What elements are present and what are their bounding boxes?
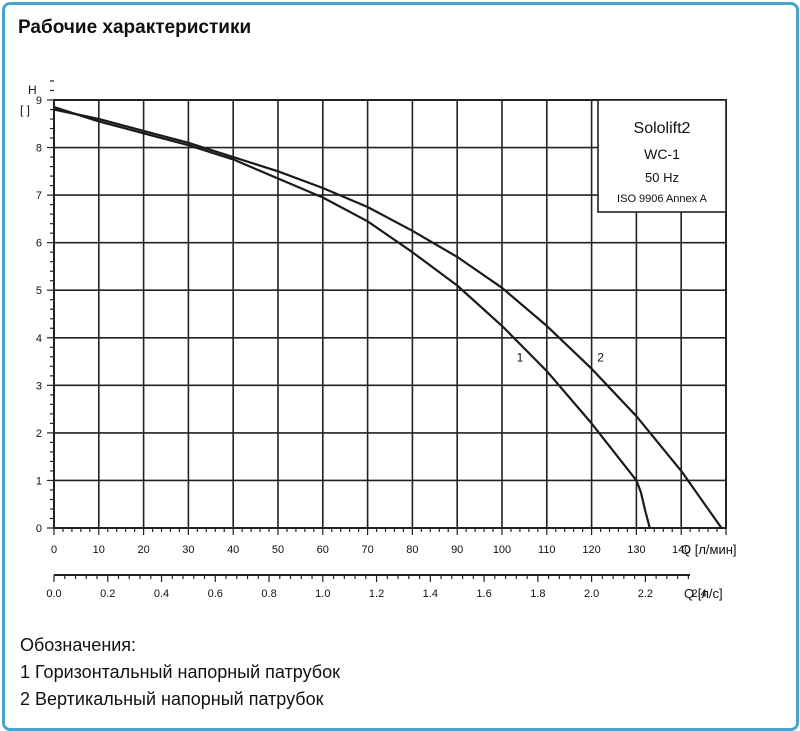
- y-tick-label: 2: [36, 428, 42, 440]
- y-tick-label: 7: [36, 190, 42, 202]
- x-tick-label: 100: [493, 544, 511, 556]
- x-tick-label: 140: [672, 544, 690, 556]
- x-tick-label: 110: [538, 544, 556, 556]
- legend-item-2: 2 Вертикальный напорный патрубок: [20, 689, 324, 709]
- x-tick-label: 0: [51, 544, 57, 556]
- y-tick-label: 3: [36, 380, 42, 392]
- x2-tick-label: 1.4: [423, 588, 438, 600]
- x2-tick-label: 0.2: [100, 588, 115, 600]
- x2-axis-label: Q [л/с]: [684, 586, 723, 601]
- x-tick-label: 50: [272, 544, 284, 556]
- legend-item-1: 1 Горизонтальный напорный патрубок: [20, 662, 340, 682]
- page-title: Рабочие характеристики: [18, 17, 252, 38]
- x-tick-label: 40: [227, 544, 239, 556]
- series-label-2: 2: [597, 351, 604, 365]
- x-tick-label: 20: [137, 544, 149, 556]
- x-tick-label: 60: [317, 544, 329, 556]
- info-box-line: Sololift2: [634, 120, 691, 137]
- x2-tick-label: 1.8: [530, 588, 545, 600]
- y-tick-label: 0: [36, 523, 42, 535]
- info-box: [597, 99, 727, 213]
- y-tick-label: 4: [36, 333, 42, 345]
- x2-tick-label: 2.0: [584, 588, 599, 600]
- x-tick-label: 10: [93, 544, 105, 556]
- x2-tick-label: 0.4: [154, 588, 169, 600]
- x-tick-label: 70: [361, 544, 373, 556]
- y-tick-label: 6: [36, 238, 42, 250]
- series-curve-1: [53, 106, 651, 529]
- series-label-1: 1: [517, 351, 524, 365]
- y-tick-label: 8: [36, 143, 42, 155]
- info-box-line: WC-1: [644, 146, 680, 162]
- x-tick-label: 130: [627, 544, 645, 556]
- x-axis-label: Q [л/мин]: [681, 542, 737, 557]
- x2-tick-label: 1.0: [315, 588, 330, 600]
- x-tick-label: 80: [406, 544, 418, 556]
- x2-tick-label: 2.4: [691, 588, 706, 600]
- y-tick-label: 9: [36, 95, 42, 107]
- x-tick-label: 120: [582, 544, 600, 556]
- x2-tick-label: 0.0: [46, 588, 61, 600]
- x-tick-label: 90: [451, 544, 463, 556]
- y-tick-label: 1: [36, 475, 42, 487]
- y-axis-unit: [ ]: [20, 103, 30, 117]
- plot-border: [53, 99, 727, 529]
- y-axis-label: H: [28, 83, 37, 97]
- y-tick-label: 5: [36, 285, 42, 297]
- series-curve-2: [53, 108, 723, 529]
- x2-tick-label: 1.2: [369, 588, 384, 600]
- x2-tick-label: 2.2: [638, 588, 653, 600]
- x-tick-label: 30: [182, 544, 194, 556]
- x2-tick-label: 1.6: [476, 588, 491, 600]
- info-box-line: 50 Hz: [645, 170, 679, 185]
- legend-header: Обозначения:: [20, 635, 137, 655]
- legend-block: Обозначения: 1 Горизонтальный напорный п…: [20, 632, 340, 713]
- x2-tick-label: 0.6: [208, 588, 223, 600]
- x2-tick-label: 0.8: [261, 588, 276, 600]
- info-box-line: ISO 9906 Annex A: [617, 193, 708, 205]
